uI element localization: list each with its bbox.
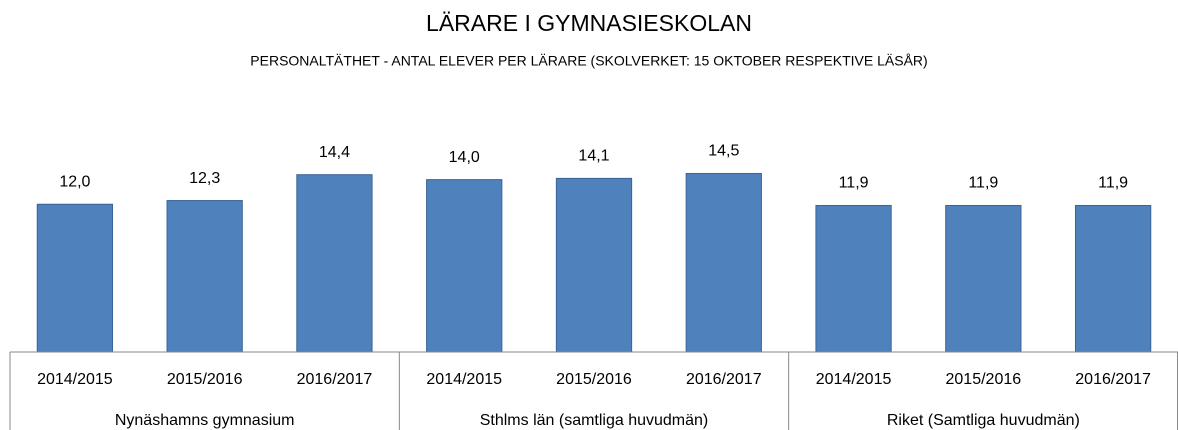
- value-label: 14,5: [708, 143, 739, 160]
- x-tick-label: 2015/2016: [167, 371, 243, 388]
- x-tick-label: 2016/2017: [686, 371, 762, 388]
- group-label: Riket (Samtliga huvudmän): [887, 412, 1080, 429]
- value-label: 12,3: [189, 170, 220, 187]
- value-label: 11,9: [839, 175, 869, 192]
- bar: [945, 204, 1022, 353]
- x-tick-label: 2016/2017: [297, 371, 373, 388]
- chart-subtitle: PERSONALTÄTHET - ANTAL ELEVER PER LÄRARE…: [250, 53, 927, 69]
- bar: [36, 203, 114, 353]
- bar: [426, 179, 503, 353]
- bar: [1074, 204, 1152, 353]
- value-label: 14,4: [319, 144, 350, 161]
- group-label: Sthlms län (samtliga huvudmän): [480, 412, 709, 429]
- x-tick-label: 2015/2016: [556, 371, 632, 388]
- x-tick-label: 2014/2015: [37, 371, 113, 388]
- value-label: 12,0: [59, 173, 90, 190]
- x-tick-label: 2014/2015: [816, 371, 892, 388]
- bar: [815, 204, 892, 353]
- group-label: Nynäshamns gymnasium: [115, 412, 295, 429]
- x-tick-label: 2016/2017: [1075, 371, 1151, 388]
- bar: [296, 174, 373, 353]
- value-label: 14,0: [449, 149, 480, 166]
- bar: [685, 172, 762, 353]
- bar: [166, 200, 243, 353]
- bar: [555, 177, 633, 353]
- value-label: 11,9: [1098, 175, 1128, 192]
- value-label: 11,9: [968, 175, 998, 192]
- x-tick-label: 2014/2015: [426, 371, 502, 388]
- value-label: 14,1: [578, 148, 609, 165]
- chart-title: LÄRARE I GYMNASIESKOLAN: [426, 10, 752, 36]
- x-tick-label: 2015/2016: [946, 371, 1022, 388]
